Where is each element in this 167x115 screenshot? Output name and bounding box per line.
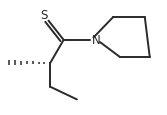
Text: S: S — [40, 9, 47, 22]
Text: N: N — [92, 34, 101, 47]
